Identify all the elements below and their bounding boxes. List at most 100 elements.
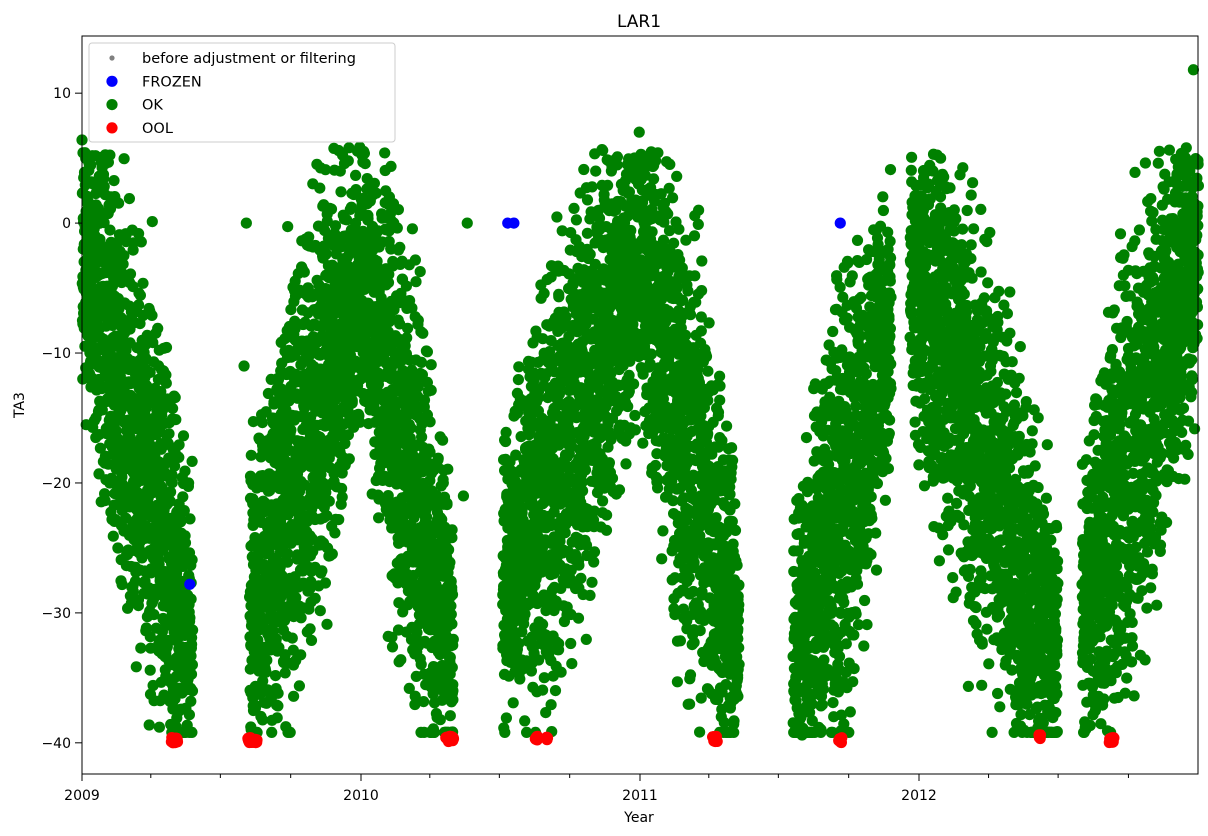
ok-point — [649, 459, 662, 472]
ok-point — [298, 266, 310, 278]
ok-point — [256, 417, 268, 429]
ok-point — [295, 649, 307, 661]
ok-point — [432, 452, 444, 464]
ok-point — [645, 348, 658, 360]
ok-point — [179, 537, 192, 549]
ok-point — [590, 165, 602, 177]
ok-point — [260, 666, 272, 678]
ok-point — [186, 685, 199, 697]
ok-point — [279, 667, 291, 679]
ok-point — [118, 153, 130, 165]
ok-point — [187, 624, 199, 636]
ok-point — [434, 714, 446, 726]
ok-point — [424, 416, 436, 428]
ok-point — [247, 416, 259, 428]
ok-point — [133, 299, 145, 311]
ok-point — [437, 477, 449, 489]
ok-point — [286, 632, 298, 644]
ok-point — [153, 721, 165, 733]
ok-point — [418, 696, 430, 708]
ok-point — [178, 505, 190, 517]
ok-point — [566, 658, 578, 670]
ok-point — [628, 378, 640, 390]
ok-point — [314, 605, 326, 617]
ok-point — [395, 654, 407, 666]
ok-point — [104, 149, 116, 161]
ok-point — [553, 291, 565, 303]
ok-point — [537, 684, 549, 696]
ok-point — [284, 726, 296, 739]
ok-point — [130, 661, 142, 673]
ok-point — [329, 220, 342, 232]
ok-point — [568, 202, 580, 214]
ok-point — [135, 236, 147, 248]
ok-point — [412, 314, 424, 326]
ok-point — [183, 709, 195, 721]
ok-point — [342, 155, 354, 167]
ok-point — [186, 455, 198, 467]
ok-point — [160, 369, 172, 381]
ok-point — [500, 426, 512, 438]
ok-point — [143, 719, 155, 731]
ok-point — [392, 204, 404, 216]
ok-point — [584, 248, 596, 260]
ok-point — [112, 542, 124, 554]
ok-point — [549, 685, 562, 697]
ok-point — [553, 644, 565, 656]
ok-point — [499, 726, 511, 739]
ok-point — [657, 525, 669, 537]
ok-point — [185, 650, 197, 662]
ok-point — [164, 495, 176, 507]
ok-point — [415, 658, 427, 671]
ok-point — [446, 524, 458, 536]
ok-point — [565, 637, 577, 650]
ok-point — [129, 575, 142, 587]
ok-point — [405, 422, 417, 434]
ok-point — [622, 400, 634, 413]
ok-point — [124, 268, 137, 280]
ok-point — [625, 224, 637, 237]
ok-point — [444, 651, 456, 663]
ok-point — [137, 277, 149, 289]
ok-point — [170, 414, 182, 426]
ok-point — [185, 695, 197, 707]
ok-point — [316, 565, 328, 577]
ok-point — [358, 147, 370, 159]
ok-point — [662, 208, 674, 220]
ok-point — [400, 280, 412, 292]
ok-point — [321, 618, 333, 630]
ok-point — [646, 226, 658, 238]
ok-point — [288, 690, 300, 702]
ok-point — [272, 687, 284, 699]
ok-point — [415, 356, 428, 368]
ok-point — [245, 449, 257, 461]
ok-point — [160, 377, 172, 389]
ok-point — [282, 221, 294, 233]
ok-point — [272, 700, 284, 712]
ok-point — [160, 341, 173, 354]
ok-point — [247, 493, 259, 505]
ok-point — [603, 457, 616, 469]
ok-point — [586, 181, 598, 193]
ok-point — [597, 495, 609, 507]
ok-point — [580, 633, 592, 646]
ok-point — [350, 184, 362, 196]
ok-point — [602, 179, 614, 191]
ok-point — [545, 699, 557, 711]
ok-point — [144, 631, 156, 643]
ok-point — [135, 642, 147, 654]
ok-point — [186, 659, 198, 671]
ok-point — [271, 712, 283, 724]
ok-point — [329, 527, 341, 539]
ok-point — [551, 211, 563, 223]
ok-point — [577, 485, 589, 497]
ok-point — [85, 159, 97, 171]
ok-point — [629, 409, 641, 422]
ok-point — [144, 664, 156, 676]
ok-point — [177, 430, 190, 442]
ok-point — [186, 726, 198, 739]
ok-point — [269, 670, 282, 682]
ok-point — [186, 554, 198, 566]
ok-point — [177, 491, 189, 503]
